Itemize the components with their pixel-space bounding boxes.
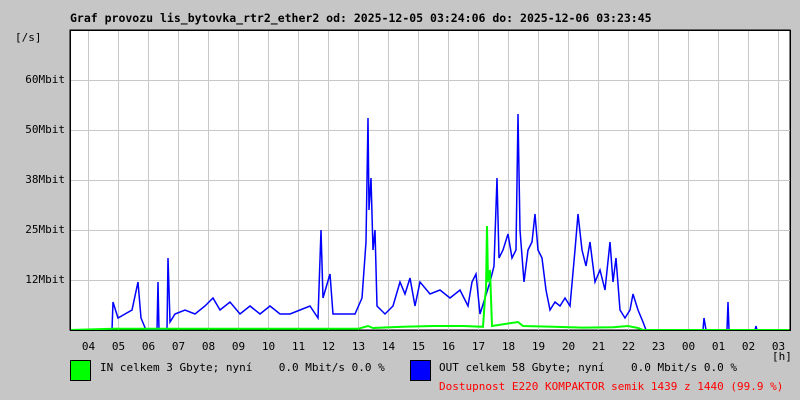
- x-tick-label: 01: [711, 340, 726, 353]
- legend-out-swatch: [410, 360, 431, 381]
- y-tick-label: 25Mbit: [25, 222, 65, 236]
- y-tick-label: 60Mbit: [25, 72, 65, 86]
- x-tick-label: 04: [81, 340, 96, 353]
- x-tick-label: 11: [291, 340, 306, 353]
- x-tick-label: 12: [321, 340, 336, 353]
- x-axis-unit: [h]: [772, 350, 792, 363]
- x-tick-label: 06: [141, 340, 156, 353]
- x-tick-label: 18: [501, 340, 516, 353]
- x-tick-label: 05: [111, 340, 126, 353]
- x-tick-label: 08: [201, 340, 216, 353]
- y-tick-label: 50Mbit: [25, 122, 65, 136]
- y-tick-label: 38Mbit: [25, 172, 65, 186]
- x-tick-label: 13: [351, 340, 366, 353]
- x-tick-label: 09: [231, 340, 246, 353]
- legend-in-text: IN celkem 3 Gbyte; nyní 0.0 Mbit/s 0.0 %: [100, 361, 385, 374]
- x-tick-label: 17: [471, 340, 486, 353]
- x-tick-label: 15: [411, 340, 426, 353]
- x-tick-label: 14: [381, 340, 396, 353]
- availability-text: Dostupnost E220 KOMPAKTOR semik 1439 z 1…: [439, 380, 784, 393]
- chart-title: Graf provozu lis_bytovka_rtr2_ether2 od:…: [70, 11, 652, 25]
- x-tick-label: 23: [651, 340, 666, 353]
- x-tick-label: 00: [681, 340, 696, 353]
- y-tick-label: 12Mbit: [25, 272, 65, 286]
- x-tick-label: 22: [621, 340, 636, 353]
- plot-border: [70, 30, 791, 331]
- x-tick-label: 03: [771, 340, 786, 353]
- series-out-line: [70, 113, 789, 331]
- x-tick-label: 21: [591, 340, 606, 353]
- x-tick-label: 02: [741, 340, 756, 353]
- series-in-line: [69, 225, 789, 331]
- series-lines: [69, 30, 791, 331]
- x-tick-label: 20: [561, 340, 576, 353]
- x-tick-label: 10: [261, 340, 276, 353]
- x-tick-label: 19: [531, 340, 546, 353]
- x-tick-label: 07: [171, 340, 186, 353]
- grid: [71, 31, 790, 330]
- y-axis-unit: [/s]: [15, 31, 42, 44]
- x-tick-label: 16: [441, 340, 456, 353]
- legend-out-text: OUT celkem 58 Gbyte; nyní 0.0 Mbit/s 0.0…: [439, 361, 738, 374]
- legend-in-swatch: [70, 360, 91, 381]
